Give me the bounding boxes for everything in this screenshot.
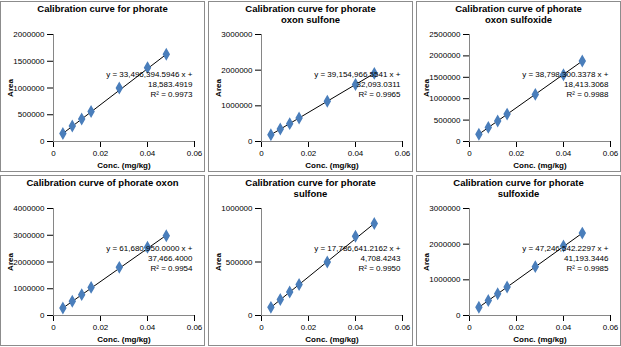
svg-text:18,413.3068: 18,413.3068	[564, 80, 609, 89]
html-text:Calibration curve of phorate o: Calibration curve of phorate oxon	[26, 177, 179, 188]
svg-text:500000: 500000	[434, 116, 461, 125]
svg-text:0: 0	[259, 323, 264, 332]
svg-text:4,708.4243: 4,708.4243	[360, 254, 401, 263]
svg-text:R² = 0.9954: R² = 0.9954	[150, 264, 193, 273]
svg-text:3000000: 3000000	[13, 231, 45, 240]
svg-text:1000000: 1000000	[221, 101, 253, 110]
svg-text:0.06: 0.06	[187, 149, 203, 158]
svg-text:0.02: 0.02	[509, 323, 525, 332]
html-text:Calibration curve of phorate o: Calibration curve of phorate oxon sulfox…	[455, 3, 582, 25]
svg-text:0: 0	[248, 311, 253, 320]
svg-text:0.04: 0.04	[140, 323, 156, 332]
svg-text:0.02: 0.02	[509, 149, 525, 158]
svg-text:y = 33,496,394.5946 x +: y = 33,496,394.5946 x +	[106, 70, 193, 79]
svg-text:y = 47,246,542.2297 x +: y = 47,246,542.2297 x +	[522, 244, 609, 253]
svg-text:4000000: 4000000	[13, 204, 45, 213]
svg-text:Conc. (mg/kg): Conc. (mg/kg)	[513, 335, 567, 344]
svg-text:Area: Area	[214, 79, 223, 97]
svg-text:y = 61,680,950.0000 x +: y = 61,680,950.0000 x +	[106, 244, 193, 253]
svg-text:1500000: 1500000	[429, 73, 461, 82]
svg-text:0: 0	[51, 149, 56, 158]
svg-text:Conc. (mg/kg): Conc. (mg/kg)	[513, 161, 567, 170]
svg-text:Area: Area	[6, 79, 15, 97]
svg-text:Area: Area	[422, 79, 431, 97]
svg-text:R² = 0.9973: R² = 0.9973	[150, 90, 193, 99]
svg-text:Conc. (mg/kg): Conc. (mg/kg)	[97, 335, 151, 344]
svg-text:500000: 500000	[18, 110, 45, 119]
svg-text:y = 38,798,300.3378 x +: y = 38,798,300.3378 x +	[522, 70, 609, 79]
html-text:Calibration curve for phorate: Calibration curve for phorate sulfoxide	[453, 177, 584, 199]
svg-text:3000000: 3000000	[429, 204, 461, 213]
svg-text:2000000: 2000000	[429, 51, 461, 60]
svg-text:0.04: 0.04	[348, 149, 364, 158]
svg-text:Conc. (mg/kg): Conc. (mg/kg)	[305, 335, 359, 344]
svg-text:R² = 0.9950: R² = 0.9950	[358, 264, 401, 273]
svg-text:R² = 0.9965: R² = 0.9965	[358, 90, 401, 99]
svg-text:0.02: 0.02	[93, 149, 109, 158]
svg-text:0: 0	[40, 137, 45, 146]
svg-text:2000000: 2000000	[221, 66, 253, 75]
svg-text:Conc. (mg/kg): Conc. (mg/kg)	[305, 161, 359, 170]
svg-text:0.02: 0.02	[93, 323, 109, 332]
svg-text:41,193.3446: 41,193.3446	[564, 254, 609, 263]
svg-text:0.06: 0.06	[187, 323, 203, 332]
svg-text:0: 0	[467, 149, 472, 158]
svg-text:1000000: 1000000	[429, 94, 461, 103]
svg-text:0.04: 0.04	[348, 323, 364, 332]
svg-text:0: 0	[456, 137, 461, 146]
svg-text:Area: Area	[422, 253, 431, 271]
svg-text:1000000: 1000000	[429, 275, 461, 284]
svg-text:0.02: 0.02	[301, 149, 317, 158]
svg-text:2000000: 2000000	[429, 240, 461, 249]
svg-text:1000000: 1000000	[221, 204, 253, 213]
svg-text:32,093.0311: 32,093.0311	[357, 80, 401, 89]
svg-text:1000000: 1000000	[13, 84, 45, 93]
svg-text:y = 17,786,641.2162 x +: y = 17,786,641.2162 x +	[314, 244, 401, 253]
svg-text:0: 0	[259, 149, 264, 158]
svg-text:500000: 500000	[226, 258, 253, 267]
svg-text:0.04: 0.04	[140, 149, 156, 158]
svg-text:2500000: 2500000	[429, 30, 461, 39]
svg-text:Conc. (mg/kg): Conc. (mg/kg)	[97, 161, 151, 170]
svg-text:y = 39,154,966.5541 x +: y = 39,154,966.5541 x +	[314, 70, 401, 79]
svg-text:2000000: 2000000	[13, 258, 45, 267]
svg-text:Area: Area	[6, 253, 15, 271]
svg-text:0: 0	[51, 323, 56, 332]
svg-text:0.02: 0.02	[301, 323, 317, 332]
svg-text:0: 0	[456, 311, 461, 320]
svg-text:18,583.4919: 18,583.4919	[148, 80, 193, 89]
svg-text:0: 0	[40, 311, 45, 320]
svg-text:0: 0	[248, 137, 253, 146]
svg-text:3000000: 3000000	[221, 30, 253, 39]
html-text:Calibration curve for phorate: Calibration curve for phorate	[37, 3, 168, 14]
svg-text:2000000: 2000000	[13, 30, 45, 39]
svg-text:0.06: 0.06	[395, 323, 411, 332]
svg-text:0: 0	[467, 323, 472, 332]
html-text:Calibration curve for phorate: Calibration curve for phorate sulfone	[245, 177, 376, 199]
svg-text:Area: Area	[214, 253, 223, 271]
svg-text:0.04: 0.04	[556, 149, 572, 158]
svg-text:1000000: 1000000	[13, 284, 45, 293]
svg-text:37,466.4000: 37,466.4000	[148, 254, 193, 263]
html-text:Calibration curve for phorate: Calibration curve for phorate oxon sulfo…	[245, 3, 376, 25]
svg-text:1500000: 1500000	[13, 57, 45, 66]
svg-text:0.06: 0.06	[395, 149, 411, 158]
svg-text:0.04: 0.04	[556, 323, 572, 332]
svg-text:0.06: 0.06	[603, 149, 619, 158]
svg-text:R² = 0.9988: R² = 0.9988	[566, 90, 609, 99]
svg-text:0.06: 0.06	[603, 323, 619, 332]
svg-text:R² = 0.9985: R² = 0.9985	[566, 264, 609, 273]
